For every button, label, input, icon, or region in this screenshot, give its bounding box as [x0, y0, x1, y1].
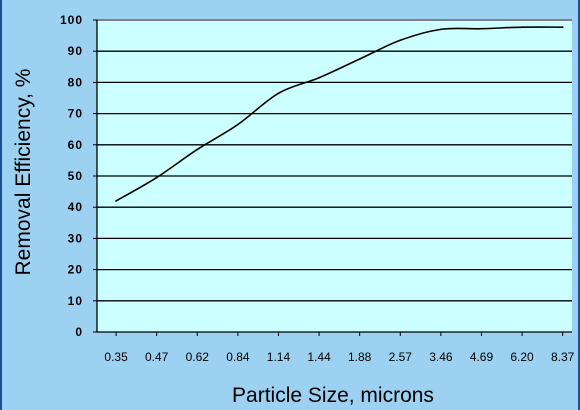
- y-tick-label: 80: [68, 75, 83, 89]
- x-tick-label: 6.20: [510, 350, 534, 364]
- x-tick-label: 2.57: [389, 350, 413, 364]
- x-tick-label: 3.46: [429, 350, 453, 364]
- y-tick-label: 40: [68, 200, 83, 214]
- x-tick-label: 1.44: [307, 350, 331, 364]
- x-axis-label: Particle Size, microns: [232, 384, 434, 407]
- data-point: [561, 26, 564, 29]
- data-point: [318, 76, 320, 79]
- y-tick-label: 0: [75, 325, 83, 339]
- y-tick-label: 50: [68, 169, 83, 183]
- x-tick-label: 0.47: [145, 350, 169, 364]
- data-point: [480, 27, 483, 30]
- x-tick-label: 1.88: [348, 350, 372, 364]
- data-point: [196, 148, 199, 151]
- plot-area: [93, 19, 572, 336]
- y-tick-label: 70: [68, 107, 83, 121]
- efficiency-line: [115, 26, 563, 202]
- data-point: [521, 26, 523, 29]
- x-tick-label: 1.14: [267, 350, 291, 364]
- data-point: [115, 200, 117, 202]
- data-point: [439, 28, 442, 31]
- data-point: [236, 123, 239, 126]
- x-axis-ticks: 0.35 0.47 0.62 0.84 1.14 1.44 1.88 2.57 3.46 4.69…: [104, 350, 574, 364]
- y-tick-label: 30: [68, 231, 83, 245]
- y-axis-ticks: 0 10 20 30 40 50 60 70 80 90 100: [60, 13, 83, 339]
- x-tick-label: 8.37: [551, 350, 575, 364]
- x-tick-label: 4.69: [470, 350, 494, 364]
- y-tick-label: 100: [60, 13, 83, 27]
- data-point: [399, 39, 402, 42]
- y-tick-label: 20: [68, 263, 83, 277]
- right-border: [578, 0, 580, 410]
- y-tick-label: 90: [68, 44, 83, 58]
- left-border: [0, 0, 2, 410]
- x-tick-label: 0.62: [186, 350, 210, 364]
- x-tick-label: 0.35: [104, 350, 128, 364]
- y-axis-label: Removal Efficiency, %: [12, 69, 35, 276]
- x-tick-label: 0.84: [226, 350, 250, 364]
- y-tick-label: 10: [68, 294, 83, 308]
- y-tick-label: 60: [68, 138, 83, 152]
- data-point: [155, 176, 158, 179]
- data-point: [358, 58, 361, 60]
- data-point: [277, 92, 280, 95]
